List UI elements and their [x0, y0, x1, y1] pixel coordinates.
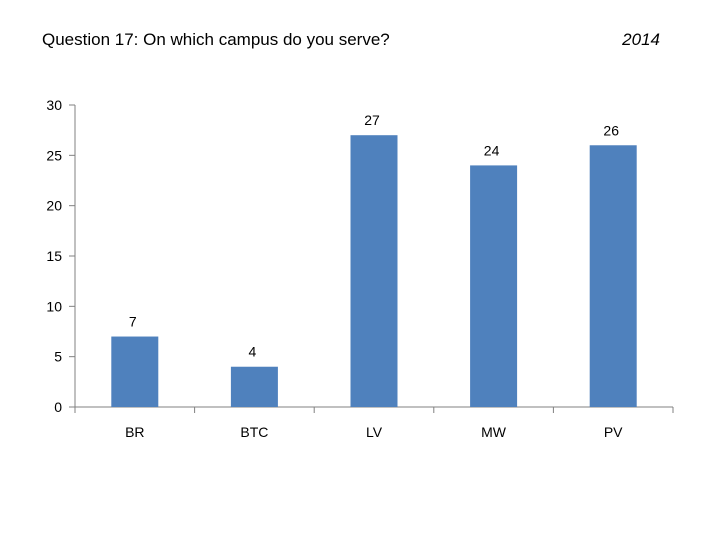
data-label: 7	[129, 314, 137, 330]
y-tick-label: 15	[46, 248, 62, 264]
x-tick-label: MW	[481, 424, 507, 440]
y-tick-label: 0	[54, 399, 62, 415]
y-tick-label: 10	[46, 298, 62, 314]
y-tick-label: 20	[46, 198, 62, 214]
bar-lv	[350, 135, 398, 407]
data-label: 27	[364, 112, 380, 128]
x-tick-label: BTC	[240, 424, 268, 440]
y-tick-label: 25	[46, 147, 62, 163]
x-tick-label: BR	[125, 424, 144, 440]
bar-pv	[589, 145, 637, 407]
x-tick-label: PV	[604, 424, 623, 440]
bar-br	[111, 336, 159, 407]
chart-title: Question 17: On which campus do you serv…	[42, 30, 390, 49]
chart-year: 2014	[622, 30, 660, 49]
bar-mw	[470, 165, 518, 407]
y-tick-label: 30	[46, 97, 62, 113]
data-labels: 7 4 27 24 26	[129, 112, 619, 360]
bar-btc	[230, 366, 278, 407]
x-axis: BR BTC LV MW PV	[74, 406, 674, 440]
y-axis: 0 5 10 15 20 25 30	[46, 97, 76, 415]
y-tick-label: 5	[54, 349, 62, 365]
data-label: 26	[603, 122, 619, 138]
bars	[111, 135, 637, 407]
data-label: 24	[484, 142, 500, 158]
data-label: 4	[249, 344, 257, 360]
x-tick-label: LV	[366, 424, 383, 440]
